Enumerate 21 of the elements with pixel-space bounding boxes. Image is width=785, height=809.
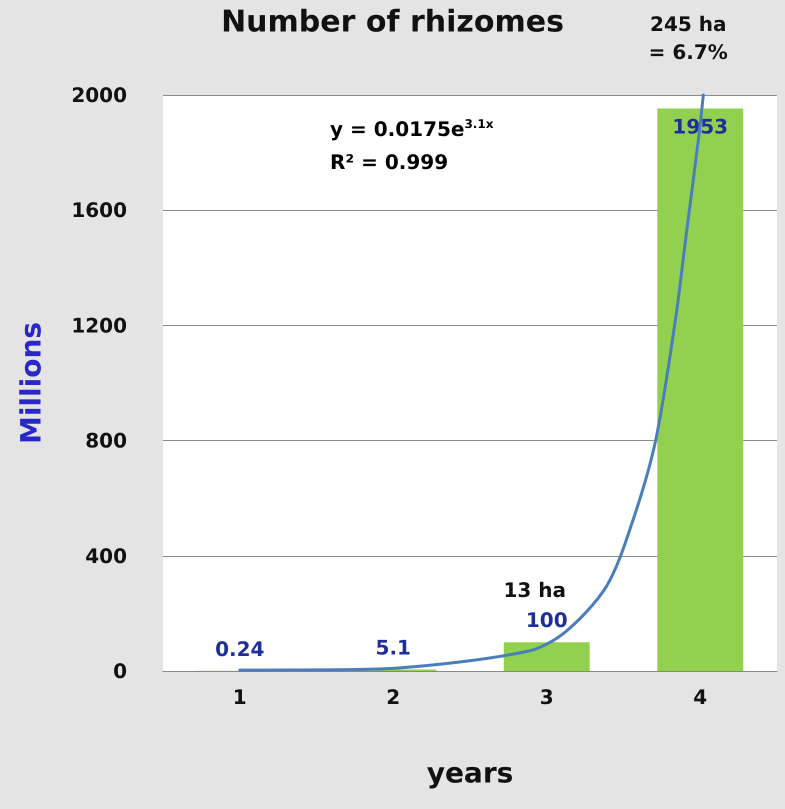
data-label: 100 <box>526 608 568 632</box>
data-label: 5.1 <box>376 636 411 660</box>
text: 245 ha = 6.7% <box>648 12 728 64</box>
data-label: 0.24 <box>215 636 264 661</box>
y-tick-label: 0 <box>113 659 127 683</box>
x-tick-label: 1 <box>232 685 247 709</box>
x-axis-title: years <box>426 756 514 790</box>
y-tick-label: 1600 <box>71 198 127 222</box>
annotation: R² = 0.999 <box>330 150 448 174</box>
y-tick-label: 1200 <box>71 313 127 338</box>
x-tick-label: 4 <box>693 685 708 709</box>
chart-title: Number of rhizomes <box>221 4 564 40</box>
annotation: 13 ha <box>503 578 566 602</box>
bar <box>504 642 590 671</box>
y-tick-label: 2000 <box>71 83 127 107</box>
x-tick-label: 2 <box>386 685 400 709</box>
y-axis-title: Millions <box>14 322 48 444</box>
bar <box>657 108 744 671</box>
y-tick-label: 400 <box>85 544 127 568</box>
x-tick-label: 3 <box>540 685 554 709</box>
y-tick-label: 800 <box>85 428 127 453</box>
